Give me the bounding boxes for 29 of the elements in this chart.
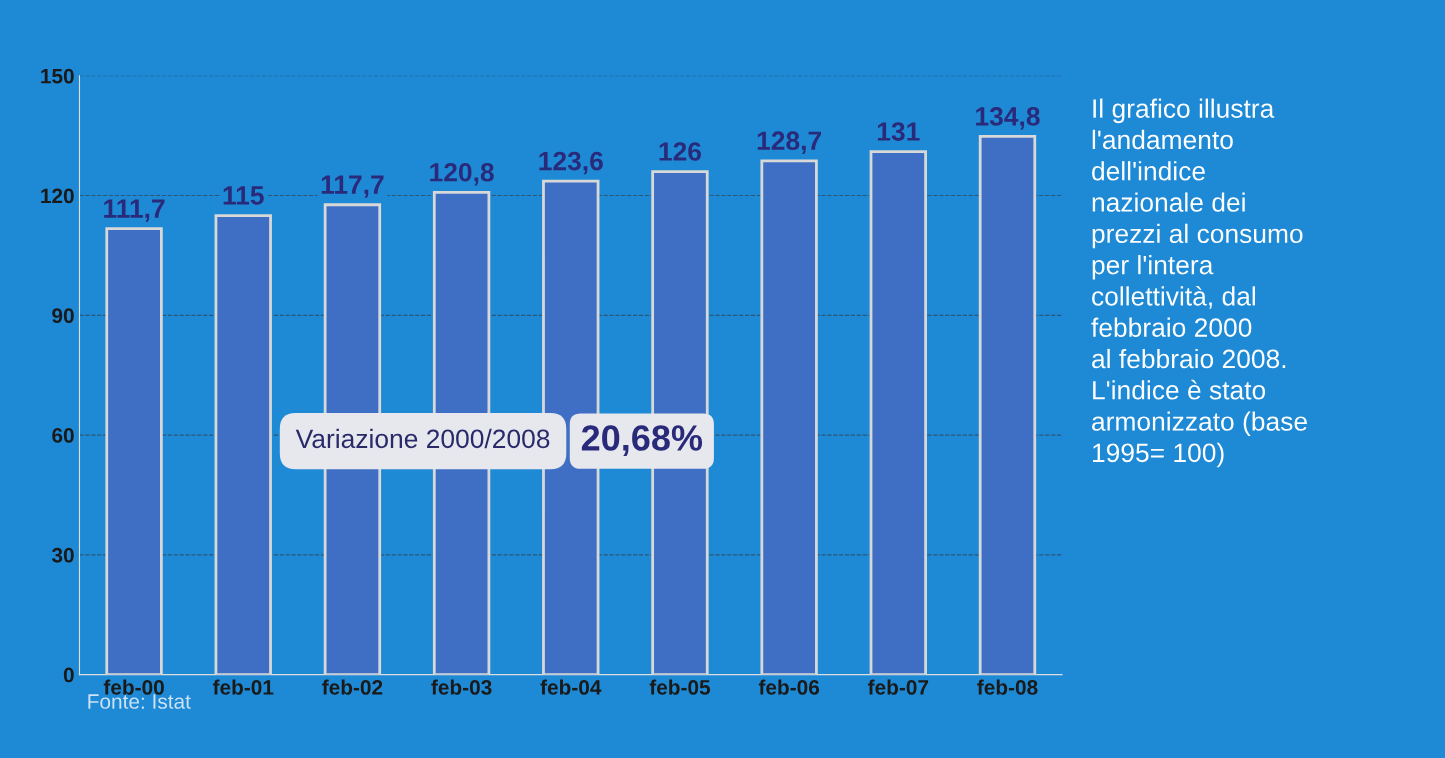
annotation: Variazione 2000/2008	[295, 428, 550, 449]
text: Il grafico illustra l'andamento dell'indice nazionale dei prezzi al consumo per l'intera collettività, dal febbraio 2000 al febbraio 2008. L'indice è stato armonizzato (base 1995= 100)	[1091, 98, 1307, 468]
y-tick-label: 120	[41, 188, 74, 204]
x-tick-label: feb-01	[212, 679, 274, 695]
x-tick-label: feb-08	[977, 679, 1038, 695]
data-label: 131	[877, 122, 920, 141]
x-tick-label: feb-06	[758, 679, 820, 695]
data-label: 115	[223, 186, 264, 205]
data-label: 128,7	[757, 131, 821, 154]
x-tick-label: feb-05	[649, 679, 711, 695]
y-tick-label: 30	[51, 547, 74, 563]
data-label: 120,8	[430, 162, 494, 186]
x-tick-label: feb-03	[431, 679, 492, 695]
source-note: Fonte: Istat	[88, 694, 191, 709]
bar	[214, 214, 272, 675]
annotation: 20,68%	[581, 425, 703, 457]
data-label: 117,7	[321, 175, 384, 198]
y-tick-label: 0	[63, 667, 74, 683]
y-tick-label: 150	[41, 68, 74, 84]
x-tick-label: feb-00	[103, 679, 164, 695]
y-tick-label: 90	[52, 308, 74, 324]
x-tick-label: feb-04	[540, 679, 602, 695]
x-tick-label: feb-07	[867, 679, 929, 695]
data-label: 123,6	[539, 151, 603, 175]
data-label: 134,8	[976, 107, 1040, 130]
x-tick-label: feb-02	[322, 679, 383, 695]
data-label: 126	[659, 142, 702, 161]
y-tick-label: 60	[52, 428, 74, 443]
data-label: 111,7	[104, 199, 165, 222]
